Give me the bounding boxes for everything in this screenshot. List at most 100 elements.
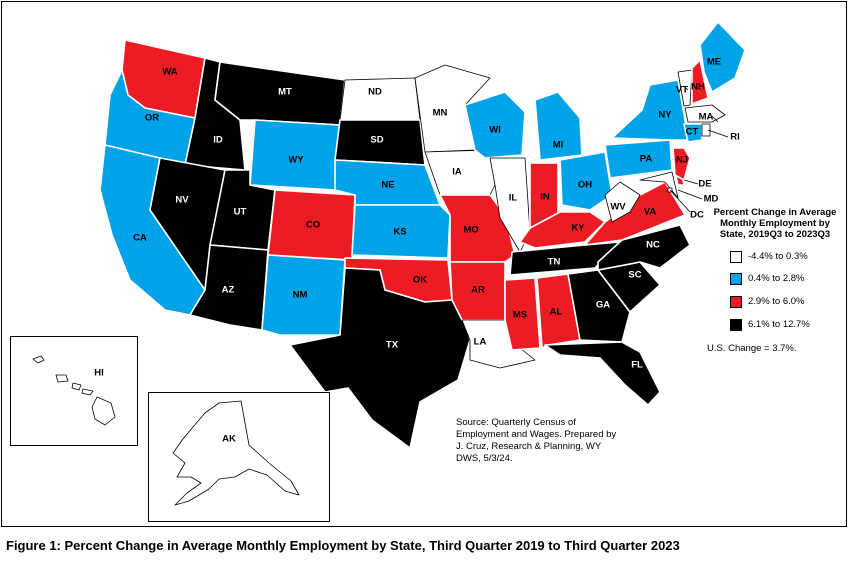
state-FL [544, 341, 661, 406]
label-ID: ID [213, 135, 223, 146]
hawaii-map: HI [32, 355, 116, 426]
state-NY [611, 79, 691, 141]
label-OR: OR [145, 113, 159, 124]
state-NJ [672, 147, 691, 181]
state-TX [289, 267, 471, 449]
label-MT: MT [278, 87, 292, 98]
label-TX: TX [386, 340, 399, 351]
label-UT: UT [234, 207, 247, 218]
state-OH [559, 151, 613, 211]
state-MI [534, 91, 583, 161]
label-NC: NC [646, 240, 660, 251]
label-AZ: AZ [222, 285, 235, 296]
legend-label: 0.4% to 2.8% [748, 273, 805, 284]
source-note: Source: Quarterly Census of Employment a… [456, 417, 617, 464]
state-HI [32, 355, 116, 426]
legend-item: 0.4% to 2.8% [730, 272, 805, 285]
label-NE: NE [381, 180, 394, 191]
label-VA: VA [644, 207, 657, 218]
label-CO: CO [306, 220, 320, 231]
legend-label: 2.9% to 6.0% [748, 296, 805, 307]
label-GA: GA [596, 300, 610, 311]
label-IL: IL [509, 193, 518, 204]
label-WI: WI [489, 125, 501, 136]
state-KS [351, 204, 451, 259]
map-frame [1, 1, 847, 527]
label-AL: AL [550, 307, 563, 318]
legend-item: 2.9% to 6.0% [730, 295, 805, 308]
state-AK [172, 400, 300, 506]
label-IN: IN [540, 192, 550, 203]
label-OH: OH [578, 180, 592, 191]
label-SC: SC [628, 270, 641, 281]
label-DE: DE [698, 179, 711, 190]
state-MD [639, 171, 679, 199]
legend-title: Percent Change in Average Monthly Employ… [713, 207, 837, 240]
label-PA: PA [640, 154, 653, 165]
legend-item: 6.1% to 12.7% [730, 318, 810, 331]
hawaii-inset: HI [10, 336, 138, 446]
label-MA: MA [699, 112, 714, 123]
label-HI: HI [94, 368, 104, 379]
label-OK: OK [413, 275, 427, 286]
label-AR: AR [471, 285, 485, 296]
label-CA: CA [133, 233, 147, 244]
label-LA: LA [474, 337, 487, 348]
alaska-map: AK [172, 400, 300, 506]
label-WA: WA [162, 67, 177, 78]
state-GA [567, 269, 631, 343]
state-KY [519, 211, 606, 249]
legend-label: 6.1% to 12.7% [748, 319, 810, 330]
label-RI: RI [730, 132, 740, 143]
state-AL [536, 273, 581, 349]
label-KY: KY [571, 223, 585, 234]
label-KS: KS [393, 227, 406, 238]
label-FL: FL [631, 360, 643, 371]
label-NV: NV [175, 195, 189, 206]
legend-label: -4.4% to 0.3% [748, 251, 808, 262]
label-ME: ME [707, 57, 721, 68]
label-IA: IA [452, 167, 462, 178]
label-WY: WY [288, 155, 304, 166]
state-MS [504, 277, 541, 351]
label-TN: TN [548, 257, 561, 268]
label-NY: NY [658, 110, 672, 121]
label-MI: MI [553, 140, 564, 151]
legend-swatch [730, 295, 742, 308]
label-CT: CT [686, 127, 699, 138]
state-NC [597, 224, 691, 271]
label-DC: DC [690, 210, 704, 221]
state-ME [699, 21, 746, 93]
label-NM: NM [293, 290, 308, 301]
legend-swatch [730, 272, 742, 285]
label-SD: SD [370, 135, 383, 146]
label-MD: MD [704, 194, 719, 205]
state-VT [677, 69, 693, 107]
state-NM [261, 254, 346, 336]
label-NJ: NJ [676, 155, 688, 166]
label-WV: WV [610, 202, 626, 213]
state-ND [339, 77, 421, 121]
state-WI [464, 91, 526, 159]
label-NH: NH [691, 82, 705, 93]
state-RI [701, 123, 711, 137]
label-ND: ND [368, 87, 382, 98]
alaska-inset: AK [148, 392, 330, 522]
state-NH [691, 59, 709, 105]
label-MN: MN [433, 108, 448, 119]
legend-item: -4.4% to 0.3% [730, 250, 808, 263]
legend-swatch [730, 318, 742, 331]
label-VT: VT [676, 85, 688, 96]
label-MO: MO [463, 225, 478, 236]
figure-caption: Figure 1: Percent Change in Average Mont… [6, 538, 680, 553]
state-MA [684, 104, 726, 123]
label-MS: MS [513, 310, 527, 321]
state-CT [683, 123, 703, 143]
us-change-note: U.S. Change = 3.7%. [707, 343, 797, 354]
state-PA [604, 139, 673, 179]
legend-swatch [730, 250, 742, 263]
us-choropleth-map: WA OR CA ID NV MT WY UT AZ CO NM ND SD N… [99, 21, 746, 449]
label-AK: AK [222, 434, 236, 445]
state-MO [439, 194, 516, 263]
state-WV [604, 181, 641, 223]
